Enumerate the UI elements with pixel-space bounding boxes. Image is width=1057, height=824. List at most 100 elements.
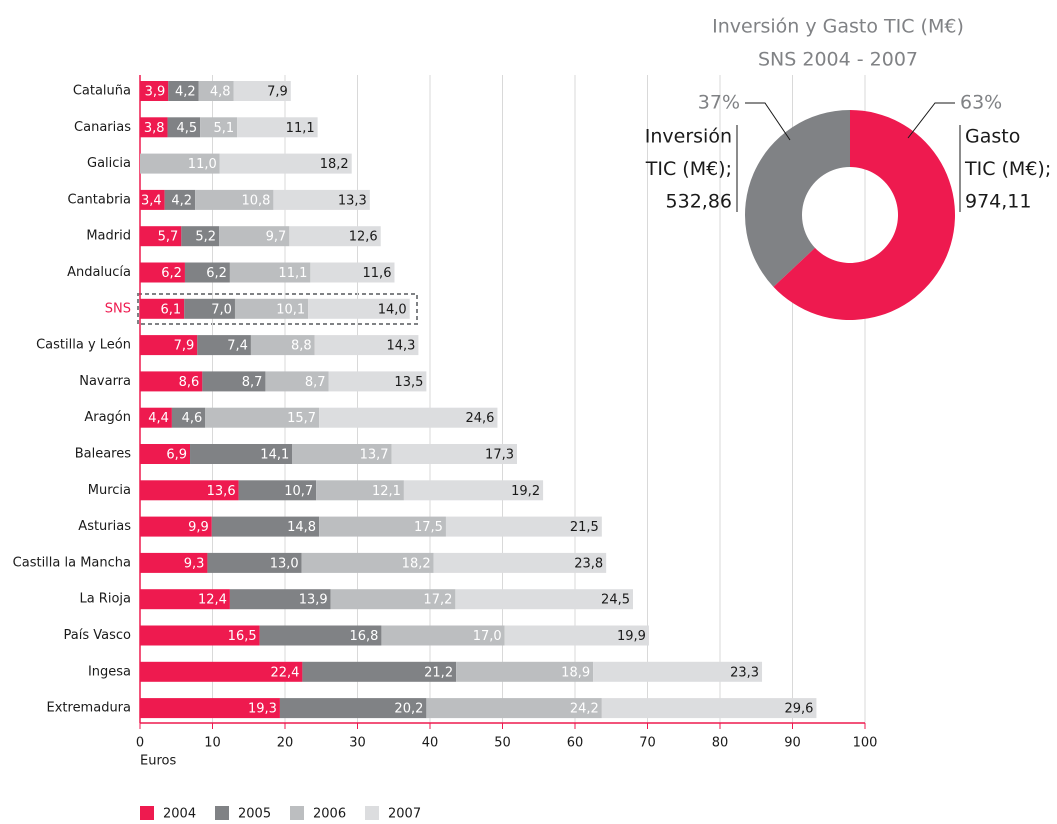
value-label: 17,5: [414, 520, 443, 535]
value-label: 5,1: [213, 121, 234, 136]
bar-segment: [504, 625, 649, 646]
category-label: Castilla y León: [36, 338, 131, 353]
bar-segment: [140, 117, 168, 138]
value-label: 4,2: [175, 85, 196, 100]
value-label: 4,2: [171, 193, 192, 208]
value-label: 6,2: [206, 266, 227, 281]
category-label: Aragón: [84, 410, 131, 425]
chart-subtitle: SNS 2004 - 2007: [758, 49, 918, 71]
value-label: 24,5: [601, 593, 630, 608]
bar-segment: [301, 552, 434, 573]
bar-segment: [202, 371, 266, 392]
value-label: 21,5: [570, 520, 599, 535]
bar-segment: [219, 226, 290, 247]
value-label: 8,8: [291, 339, 312, 354]
legend-label: 2006: [313, 807, 346, 822]
bar-segment: [140, 698, 280, 719]
value-label: 4,6: [182, 411, 203, 426]
bar-segment: [233, 81, 291, 101]
bar-segment: [207, 552, 302, 573]
value-label: 13,3: [338, 193, 367, 208]
bar-segment: [292, 444, 392, 464]
value-label: 7,0: [211, 302, 232, 317]
value-label: 9,9: [188, 520, 209, 535]
value-label: 29,6: [784, 702, 813, 717]
bar-segment: [140, 407, 172, 428]
bar-segment: [200, 117, 238, 138]
donut-slice: [773, 110, 955, 320]
bar-segment: [171, 407, 206, 428]
value-label: 5,7: [158, 230, 179, 245]
bar-segment: [140, 335, 198, 356]
bar-segment: [237, 117, 318, 138]
x-tick-label: 20: [277, 736, 294, 751]
value-label: 18,2: [402, 556, 431, 571]
value-label: 5,2: [195, 230, 216, 245]
x-axis-label: Euros: [140, 754, 176, 769]
bar-segment: [197, 335, 251, 356]
category-label: Galicia: [87, 156, 131, 171]
bar-segment: [229, 262, 311, 283]
bar-segment: [140, 81, 169, 101]
bar-segment: [168, 81, 199, 101]
bar-segment: [426, 698, 602, 719]
category-label: Madrid: [86, 229, 131, 244]
value-label: 15,7: [287, 411, 316, 426]
bar-segment: [234, 298, 309, 319]
chart-title: Inversión y Gasto TIC (M€): [712, 16, 964, 38]
value-label: 3,4: [141, 193, 162, 208]
x-tick-label: 0: [136, 736, 144, 751]
category-label: Asturias: [78, 519, 131, 534]
value-label: 19,3: [248, 702, 277, 717]
leader-line: [745, 102, 791, 141]
bar-segment: [403, 480, 544, 501]
value-label: 10,7: [284, 484, 313, 499]
x-tick-label: 10: [204, 736, 221, 751]
x-tick-label: 100: [853, 736, 878, 751]
category-label: Extremadura: [47, 701, 132, 716]
value-label: 3,9: [145, 85, 166, 100]
value-label: 17,0: [473, 629, 502, 644]
bar-segment: [140, 661, 303, 682]
bar-segment: [190, 444, 293, 464]
category-label: País Vasco: [64, 628, 132, 643]
value-label: 13,6: [207, 484, 236, 499]
value-label: 24,6: [465, 411, 494, 426]
bar-segment: [198, 81, 234, 101]
slice-label: TIC (M€);: [964, 158, 1051, 180]
highlight-box: [137, 293, 418, 325]
bar-segment: [205, 407, 320, 428]
value-label: 17,2: [423, 593, 452, 608]
value-label: 16,5: [228, 629, 257, 644]
value-label: 10,1: [276, 302, 305, 317]
value-label: 10,8: [241, 193, 270, 208]
legend-swatch: [140, 806, 154, 820]
bar-segment: [319, 407, 498, 428]
value-label: 14,8: [287, 520, 316, 535]
value-label: 23,3: [730, 665, 759, 680]
slice-percent: 37%: [698, 92, 740, 114]
slice-label: Gasto: [965, 126, 1020, 148]
category-label: La Rioja: [79, 592, 131, 607]
bar-segment: [167, 117, 201, 138]
value-label: 8,6: [179, 375, 200, 390]
bar-segment: [319, 516, 446, 537]
bar-segment: [229, 589, 331, 610]
category-label: Cantabria: [67, 192, 131, 207]
value-label: 9,3: [184, 556, 205, 571]
legend-swatch: [290, 806, 304, 820]
bar-segment: [250, 335, 315, 356]
value-label: 13,7: [360, 448, 389, 463]
value-label: 3,8: [144, 121, 165, 136]
bar-segment: [314, 335, 419, 356]
value-label: 22,4: [270, 665, 299, 680]
value-label: 14,3: [386, 339, 415, 354]
value-label: 8,7: [305, 375, 326, 390]
bar-segment: [381, 625, 505, 646]
value-label: 17,3: [485, 448, 514, 463]
x-tick-label: 70: [639, 736, 656, 751]
value-label: 18,2: [320, 157, 349, 172]
legend-label: 2004: [163, 807, 196, 822]
bar-segment: [279, 698, 427, 719]
